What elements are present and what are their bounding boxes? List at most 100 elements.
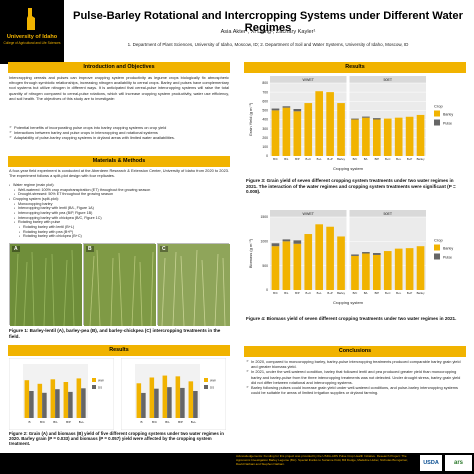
- intro-text: Intercropping cereals and pulses can imp…: [9, 75, 229, 101]
- y-tick-label: 800: [262, 81, 268, 85]
- bar-pulse: [351, 118, 359, 120]
- x-tick-label: B/C: [273, 157, 278, 161]
- bar-barley: [416, 114, 425, 156]
- bar: [141, 392, 146, 418]
- y-tick-label: 0: [266, 288, 268, 292]
- y-tick-label: 400: [262, 118, 268, 122]
- methods-list: Water regime (main plot): Well-watered: …: [9, 183, 229, 239]
- bar-pulse: [271, 108, 280, 111]
- y-tick-label: 500: [262, 264, 268, 268]
- bar-barley: [383, 251, 392, 290]
- y-tick-label: 0: [266, 154, 268, 158]
- x-tick-label: B/P: [375, 291, 380, 295]
- conclusions-list: In 2020, compared to monocropping barley…: [246, 359, 466, 395]
- bar-barley: [372, 119, 381, 156]
- x-tick-label: Barley: [337, 157, 346, 161]
- x-tick-label: B+L: [79, 420, 85, 424]
- x-tick-label: B+C: [305, 157, 311, 161]
- bar: [63, 382, 69, 418]
- bar-barley: [326, 226, 334, 290]
- bar-pulse: [362, 252, 370, 254]
- bar: [24, 380, 30, 418]
- methods-item: Cropping system (split-plot):: [9, 197, 229, 202]
- methods-item: Water regime (main plot):: [9, 183, 229, 188]
- facet-label: WWET: [303, 78, 315, 82]
- x-tick-label: B+L: [317, 291, 322, 295]
- legend-swatch: [204, 378, 208, 382]
- conclusions-heading: Conclusions: [244, 346, 466, 357]
- conclusion-item: In 2021, under the well-watered conditio…: [246, 369, 466, 385]
- bar-barley: [405, 248, 414, 290]
- x-tick-label: B+P: [407, 291, 412, 295]
- objective-item: Adaptability of pulse-barley cropping sy…: [9, 135, 229, 140]
- x-tick-label: B+L: [191, 420, 197, 424]
- legend-swatch-barley: [434, 110, 440, 117]
- bar: [175, 376, 181, 418]
- legend-label: Barley: [443, 247, 453, 251]
- x-tick-label: B/C: [273, 291, 278, 295]
- field-photo-c-image: [158, 244, 230, 327]
- figure4-caption: Figure 4: Biomass yield of seven differe…: [246, 316, 457, 321]
- methods-text: A four-year field experiment is conducte…: [9, 168, 229, 179]
- bar-barley: [293, 243, 302, 290]
- x-tick-label: B+L: [396, 291, 401, 295]
- legend-title: Crop: [434, 104, 443, 109]
- x-tick-label: B+P: [327, 157, 332, 161]
- legend-swatch-pulse: [434, 119, 440, 126]
- legend-swatch-barley: [434, 244, 440, 251]
- bar-pulse: [293, 109, 302, 112]
- methods-heading: Materials & Methods: [8, 156, 230, 167]
- photo-label: B: [86, 246, 94, 252]
- facet-strip: [270, 76, 347, 83]
- x-tick-label: B: [140, 420, 142, 424]
- x-tick-label: B+L: [317, 157, 322, 161]
- y-tick-label: 1500: [260, 215, 268, 219]
- x-tick-label: B/L: [364, 157, 369, 161]
- x-tick-label: B/L: [284, 291, 289, 295]
- x-tick-label: B/P: [375, 157, 380, 161]
- conclusion-item: In 2020, compared to monocropping barley…: [246, 359, 466, 369]
- methods-item: Drought-stressed: 50% ET throughout the …: [9, 192, 229, 197]
- bar-pulse: [282, 106, 291, 108]
- bar: [55, 389, 60, 418]
- x-tick-label: B/P: [178, 420, 183, 424]
- bar-barley: [315, 91, 324, 156]
- bar-barley: [282, 107, 291, 156]
- y-axis-label: Grain Yield (g m⁻²): [248, 102, 253, 136]
- intro-heading: Introduction and Objectives: [8, 62, 230, 73]
- y-tick-label: 100: [262, 145, 268, 149]
- bar-barley: [271, 246, 280, 290]
- results-left-heading: Results: [8, 345, 230, 356]
- bar: [42, 392, 47, 418]
- y-tick-label: 600: [262, 99, 268, 103]
- facet-strip: [349, 210, 426, 217]
- bar: [37, 383, 43, 418]
- x-tick-label: B/P: [295, 157, 300, 161]
- bar: [149, 377, 155, 418]
- bar-pulse: [351, 254, 359, 256]
- legend-label: DS: [210, 386, 214, 390]
- results-right-heading: Results: [244, 62, 466, 73]
- bar-barley: [315, 224, 324, 290]
- bar-barley: [416, 246, 425, 290]
- legend-swatch-pulse: [434, 253, 440, 260]
- bar-barley: [271, 110, 280, 156]
- bar-pulse: [293, 240, 302, 244]
- x-tick-label: B/P: [66, 420, 71, 424]
- bar-barley: [293, 111, 302, 156]
- x-tick-label: B+P: [327, 291, 332, 295]
- legend-title: Crop: [434, 238, 443, 243]
- idaho-emblem-icon: [27, 8, 35, 30]
- facet-strip: [270, 210, 347, 217]
- bar: [50, 379, 56, 418]
- bar-barley: [405, 116, 414, 156]
- methods-item: Rotating barley with pulse: [9, 220, 229, 225]
- bar-barley: [337, 103, 345, 156]
- x-tick-label: Barley: [417, 157, 426, 161]
- figure2-caption: Figure 2: Grain (A) and biomass (B) yiel…: [9, 431, 224, 447]
- x-axis-label: Cropping system: [333, 166, 364, 171]
- figure3-chart: Grain Yield (g m⁻²) 0 100 200 300 400 500 600 70…: [248, 76, 453, 171]
- x-tick-label: B/C: [353, 157, 358, 161]
- figure2a-chart: B B/C B/L B/P B+L WW DS: [9, 358, 114, 430]
- facet-label: WWET: [303, 212, 315, 216]
